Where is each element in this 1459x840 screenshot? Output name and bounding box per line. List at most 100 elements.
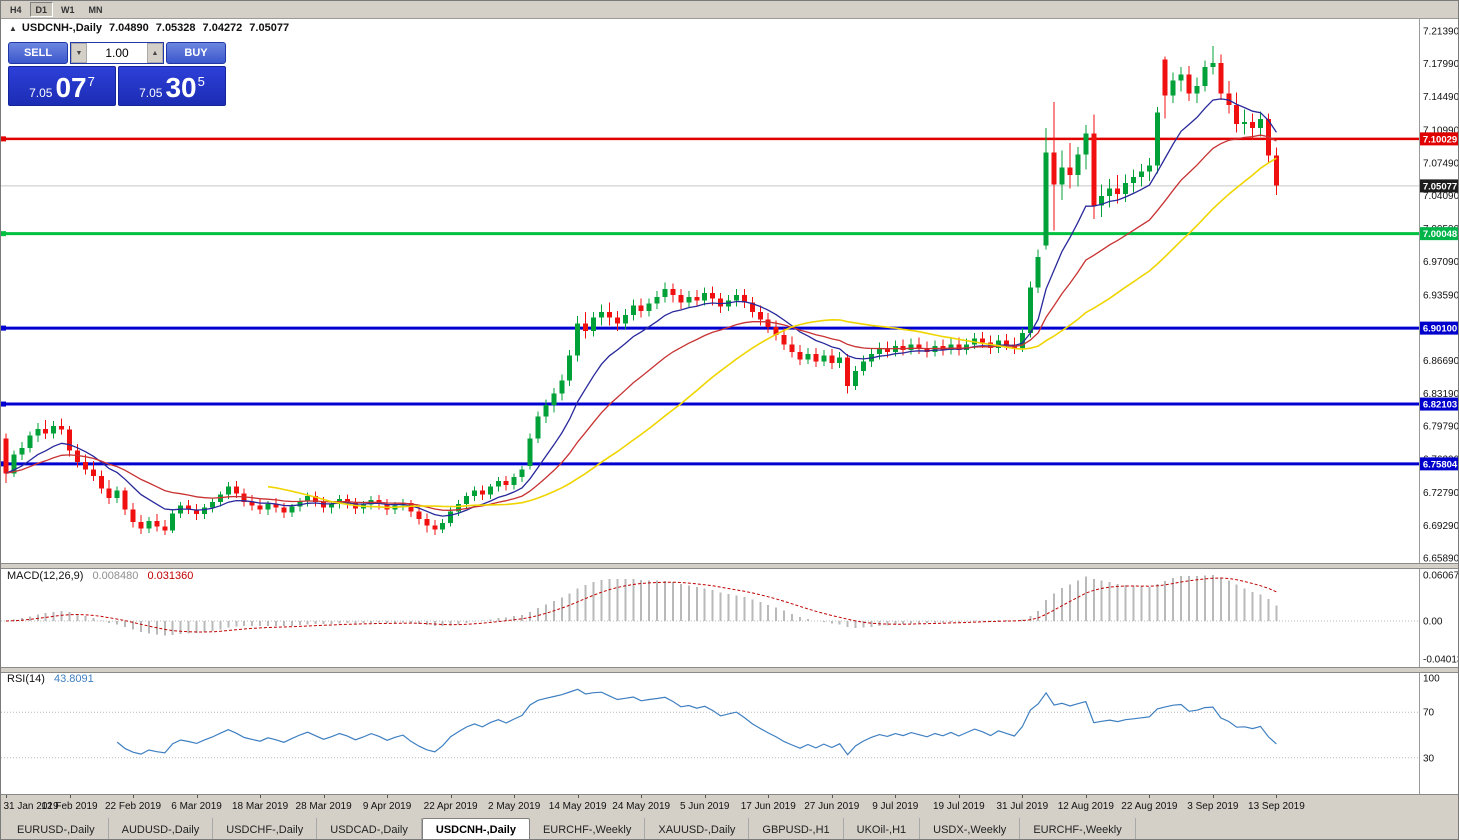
candle-down (884, 348, 890, 352)
chart-tab-eurusd-daily[interactable]: EURUSD-,Daily (4, 818, 109, 839)
timeframe-button-mn[interactable]: MN (88, 4, 103, 15)
macd-indicator-label: MACD(12,26,9) 0.008480 0.031360 (7, 570, 193, 582)
candle-down (1051, 152, 1057, 185)
candle-up (1210, 63, 1216, 67)
date-tick (831, 795, 833, 798)
candle-up (686, 296, 692, 303)
candle-up (448, 511, 454, 523)
one-click-collapse-icon[interactable]: ▲ (9, 23, 17, 33)
price-axis[interactable]: 7.21390 7.17990 7.14490 7.10990 7.07490 7.040… (1420, 27, 1459, 565)
candle-up (1035, 256, 1041, 288)
chart-tab-usdx-weekly[interactable]: USDX-,Weekly (920, 818, 1021, 839)
candle-down (1091, 133, 1097, 206)
candle-up (170, 513, 176, 531)
macd-main-value: 0.008480 (92, 570, 139, 582)
date-axis-label: 31 Jul 2019 (996, 801, 1049, 812)
horizontal-level-lines[interactable] (1, 136, 1419, 467)
date-tick (641, 795, 643, 798)
rsi-name: RSI(14) (7, 673, 45, 685)
candle-down (797, 351, 803, 360)
candle-up (996, 340, 1001, 349)
candle-up (297, 500, 303, 507)
timeframe-toolbar: H4 D1 W1 MN (1, 1, 1458, 19)
candle-down (741, 294, 747, 303)
date-axis-label: 9 Apr 2019 (362, 801, 412, 812)
candle-up (567, 355, 573, 381)
date-axis-label: 31 Jan 2019 (3, 801, 59, 812)
date-tick (1212, 795, 1214, 798)
timeframe-button-w1[interactable]: W1 (61, 4, 75, 15)
date-axis-label: 22 Aug 2019 (1121, 801, 1178, 812)
candle-down (432, 525, 438, 530)
candle-up (1099, 196, 1105, 206)
sell-button[interactable]: SELL (8, 42, 68, 64)
volume-decrease-button[interactable]: ▼ (71, 43, 87, 63)
candle-up (1059, 167, 1065, 185)
sell-price-display[interactable]: 7.05 07 7 (8, 66, 116, 106)
rsi-axis-label: 30 (1423, 753, 1435, 764)
candle-up (487, 486, 493, 495)
candle-down (757, 311, 763, 320)
date-axis-label: 27 Jun 2019 (804, 801, 860, 812)
chart-tab-xauusd-daily[interactable]: XAUUSD-,Daily (645, 818, 750, 839)
candle-down (241, 493, 247, 502)
candle-down (813, 353, 819, 362)
candle-up (559, 380, 565, 394)
chart-tab-audusd-daily[interactable]: AUDUSD-,Daily (109, 818, 214, 839)
buy-price-display[interactable]: 7.05 30 5 (118, 66, 226, 106)
candle-up (1170, 80, 1176, 96)
date-axis-label: 2 May 2019 (488, 801, 541, 812)
chart-tab-usdchf-daily[interactable]: USDCHF-,Daily (213, 818, 318, 839)
volume-input[interactable] (87, 43, 147, 63)
candle-down (1250, 122, 1256, 128)
price-tag-text: 7.00048 (1423, 229, 1457, 240)
candle-up (591, 317, 597, 331)
chart-tab-gbpusd-h1[interactable]: GBPUSD-,H1 (749, 818, 844, 839)
panel-separator-macd[interactable] (1, 563, 1458, 569)
chart-tab-eurchf-weekly[interactable]: EURCHF-,Weekly (1020, 818, 1136, 839)
candle-down (1234, 104, 1240, 124)
chart-tab-usdcnh-daily[interactable]: USDCNH-,Daily (421, 818, 530, 839)
candle-down (1115, 188, 1121, 195)
date-tick (260, 795, 262, 798)
buy-button[interactable]: BUY (166, 42, 226, 64)
volume-increase-button[interactable]: ▲ (147, 43, 163, 63)
candle-down (43, 428, 49, 434)
candle-up (948, 344, 954, 350)
candle-down (606, 311, 612, 318)
price-axis-label: 7.04090 (1423, 191, 1459, 202)
candle-up (1154, 112, 1160, 166)
candle-down (718, 298, 724, 307)
rsi-axis-label: 100 (1423, 674, 1440, 685)
candle-up (702, 292, 708, 301)
candle-up (622, 314, 628, 324)
candle-down (845, 357, 851, 387)
price-axis-label: 7.21390 (1423, 27, 1459, 38)
date-axis[interactable]: 31 Jan 2019 12 Feb 2019 22 Feb 2019 6 Mar 2… (1, 794, 1458, 819)
timeframe-button-d1[interactable]: D1 (29, 2, 54, 17)
candle-down (765, 319, 771, 328)
candle-up (1083, 133, 1089, 155)
candle-up (527, 438, 533, 466)
candle-down (829, 355, 835, 364)
price-tag-text: 6.90100 (1423, 324, 1457, 335)
candle-down (59, 425, 65, 430)
candle-down (789, 344, 795, 352)
price-tag (1420, 321, 1458, 335)
candle-up (329, 503, 335, 508)
chart-tab-ukoil-h1[interactable]: UKOil-,H1 (844, 818, 921, 839)
chart-tab-usdcad-daily[interactable]: USDCAD-,Daily (317, 818, 422, 839)
candle-down (74, 450, 80, 463)
rsi-indicator-label: RSI(14) 43.8091 (7, 673, 94, 685)
sell-price-sup: 7 (87, 74, 95, 89)
timeframe-button-h4[interactable]: H4 (10, 4, 22, 15)
candle-up (209, 501, 215, 508)
candle-up (225, 486, 231, 495)
price-axis-label: 7.14490 (1423, 92, 1459, 103)
price-tag (1420, 457, 1458, 471)
panel-separator-rsi[interactable] (1, 667, 1458, 673)
date-tick (387, 795, 389, 798)
candle-down (1273, 155, 1279, 186)
chart-tab-eurchf-weekly[interactable]: EURCHF-,Weekly (530, 818, 646, 839)
